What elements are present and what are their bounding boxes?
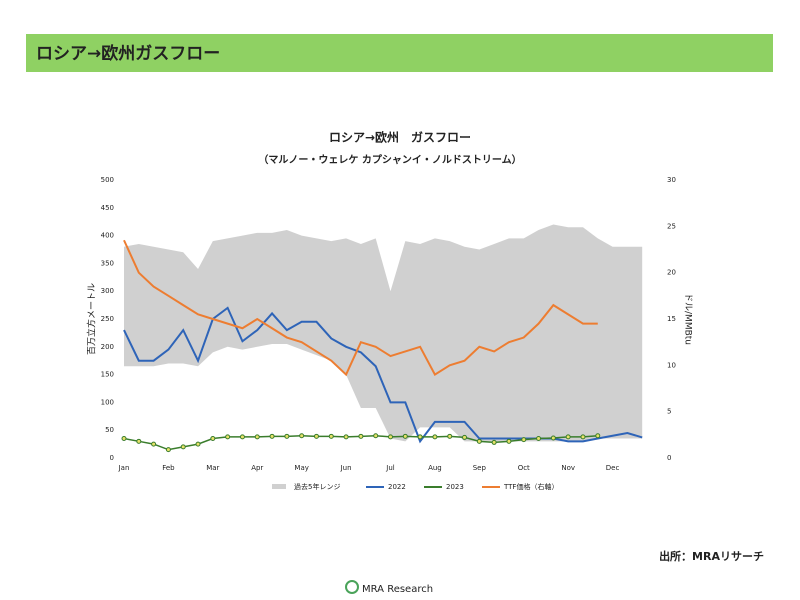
y-tick-label: 300 [101,287,114,295]
series-marker [180,444,186,450]
series-marker [210,436,216,442]
series-marker [550,435,556,441]
series-marker [417,434,423,440]
source-note: 出所：MRAリサーチ [659,549,764,563]
x-tick-label: Nov [561,464,575,472]
y2-tick-label: 15 [667,315,676,323]
series-marker [136,438,142,444]
x-tick-label: Jul [385,464,395,472]
x-tick-label: Feb [162,464,175,472]
logo-text: MRA Research [362,584,433,595]
x-tick-label: Apr [251,464,263,472]
series-marker [151,441,157,447]
y2-tick-label: 0 [667,454,671,462]
series-marker [447,433,453,439]
series-marker [284,433,290,439]
legend-swatch [272,484,286,489]
y2-tick-label: 20 [667,269,676,277]
y-tick-label: 200 [101,343,114,351]
header-title: ロシア→欧州ガスフロー [36,43,220,64]
series-marker [358,433,364,439]
series-marker [521,437,527,443]
series-marker [195,441,201,447]
logo-icon [345,580,359,594]
series-marker [313,433,319,439]
series-line [123,306,643,444]
series-marker [595,433,601,439]
x-tick-label: Aug [428,464,442,472]
y-axis-title: 百万立方メートル [86,283,98,355]
series-line [123,239,598,377]
series-marker [565,434,571,440]
series-marker [476,438,482,444]
series-marker [225,434,231,440]
series-marker [239,434,245,440]
series-marker [165,447,171,453]
series-marker [536,436,542,442]
series-marker [254,434,260,440]
series-marker [373,433,379,439]
x-tick-label: Sep [473,464,487,472]
y2-axis-title: ドル/MMBtu [683,293,693,345]
y2-tick-label: 30 [667,176,676,184]
series-marker [121,436,127,442]
x-tick-label: Jun [340,464,352,472]
y2-tick-label: 5 [667,408,671,416]
series-marker [462,434,468,440]
series-marker [506,438,512,444]
x-tick-label: Mar [206,464,219,472]
legend-label: 2023 [446,483,464,491]
legend-label: 過去5年レンジ [294,482,340,491]
chart-title: ロシア→欧州 ガスフロー [329,130,471,145]
series-marker [328,433,334,439]
series-marker [388,434,393,440]
series-marker [343,434,349,440]
y-tick-label: 500 [101,176,114,184]
y-tick-label: 400 [101,232,114,240]
y-tick-label: 250 [101,315,114,323]
series-marker [580,434,586,440]
x-tick-label: Oct [518,464,530,472]
y-tick-label: 150 [101,371,114,379]
y-tick-label: 100 [101,398,114,406]
y-tick-label: 450 [101,204,114,212]
y-tick-label: 50 [105,426,114,434]
header-bar [26,34,773,72]
series-marker [299,433,305,439]
legend-label: 2022 [388,483,406,491]
series-marker [269,433,275,439]
y2-tick-label: 10 [667,361,676,369]
x-tick-label: May [294,464,308,472]
x-tick-label: Jan [118,464,130,472]
series-marker [491,439,497,445]
legend-label: TTF価格（右軸） [503,482,558,491]
y-tick-label: 0 [110,454,114,462]
chart-subtitle: （マルノー・ウェレケ カプシャンイ・ノルドストリーム） [258,153,521,166]
x-tick-label: Dec [606,464,620,472]
y-tick-label: 350 [101,259,114,267]
range-area [124,224,643,442]
series-marker [432,434,438,440]
series-marker [402,433,408,439]
y2-tick-label: 25 [667,222,676,230]
